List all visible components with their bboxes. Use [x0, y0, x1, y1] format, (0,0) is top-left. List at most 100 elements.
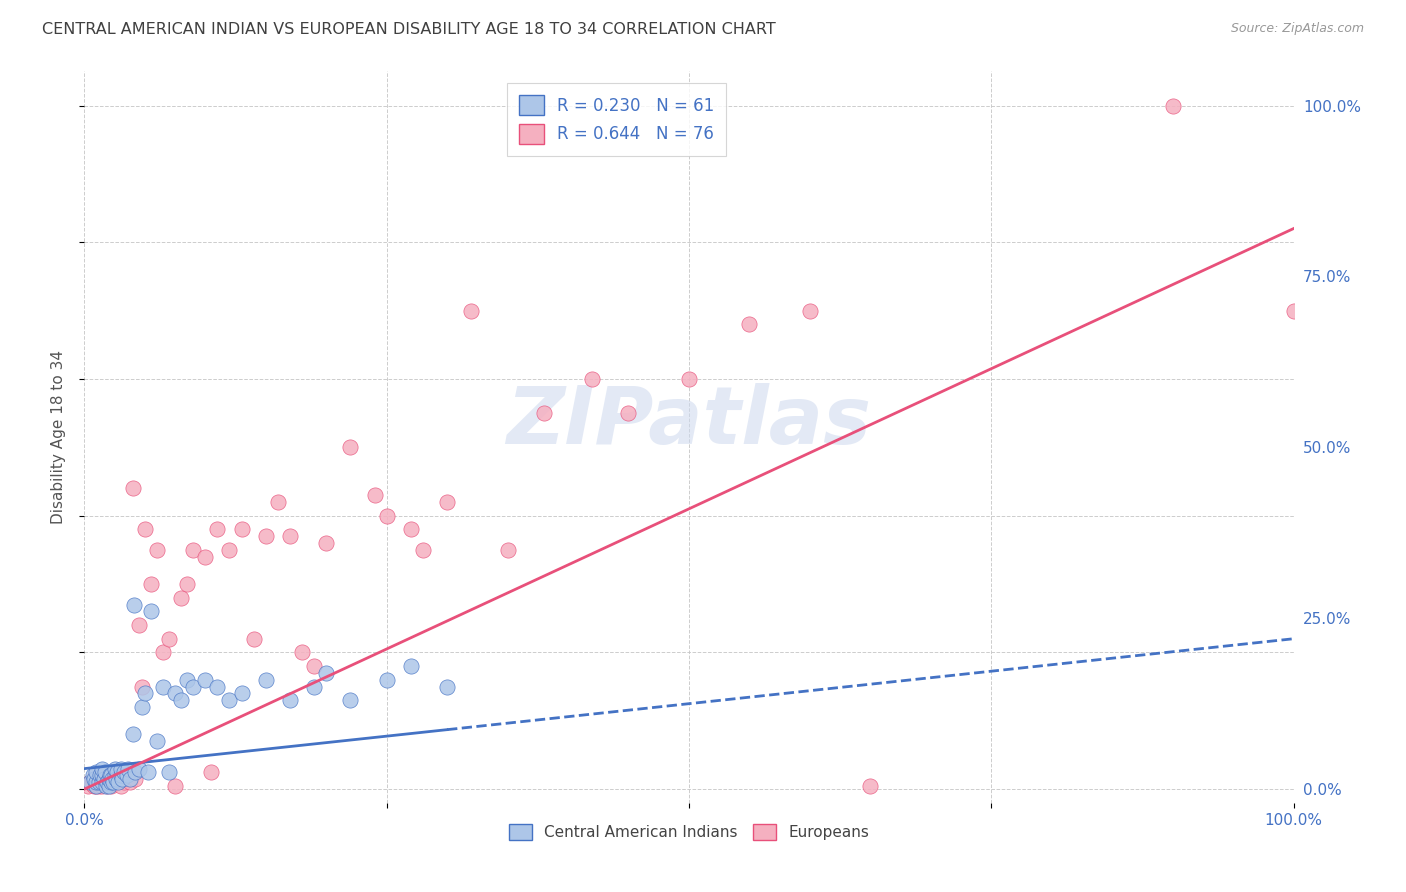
Point — [176, 673, 198, 687]
Point — [139, 577, 162, 591]
Point — [412, 542, 434, 557]
Point — [120, 772, 142, 786]
Point — [104, 775, 127, 789]
Point — [82, 772, 104, 786]
Point — [110, 779, 132, 793]
Point — [1161, 98, 1184, 112]
Point — [107, 775, 129, 789]
Point — [302, 680, 325, 694]
Point — [104, 768, 127, 782]
Point — [157, 765, 180, 780]
Point — [146, 734, 169, 748]
Point — [124, 765, 146, 780]
Point — [77, 779, 100, 793]
Point — [124, 772, 146, 786]
Point — [94, 765, 117, 780]
Point — [121, 727, 143, 741]
Point — [315, 665, 337, 680]
Point — [101, 775, 124, 789]
Point — [115, 768, 138, 782]
Point — [738, 318, 761, 332]
Point — [97, 779, 120, 793]
Point — [460, 303, 482, 318]
Point — [91, 762, 114, 776]
Point — [97, 768, 120, 782]
Point — [194, 673, 217, 687]
Point — [617, 406, 640, 420]
Point — [194, 549, 217, 564]
Point — [86, 779, 108, 793]
Point — [104, 772, 127, 786]
Point — [112, 775, 135, 789]
Point — [315, 536, 337, 550]
Point — [267, 495, 290, 509]
Point — [128, 618, 150, 632]
Point — [157, 632, 180, 646]
Point — [87, 775, 110, 789]
Point — [79, 775, 101, 789]
Point — [799, 303, 821, 318]
Point — [152, 645, 174, 659]
Legend: Central American Indians, Europeans: Central American Indians, Europeans — [503, 818, 875, 847]
Point — [533, 406, 555, 420]
Point — [231, 522, 253, 536]
Point — [94, 768, 117, 782]
Point — [181, 680, 204, 694]
Point — [176, 577, 198, 591]
Point — [859, 779, 882, 793]
Point — [291, 645, 314, 659]
Point — [496, 542, 519, 557]
Point — [170, 693, 193, 707]
Point — [375, 673, 398, 687]
Point — [128, 762, 150, 776]
Point — [375, 508, 398, 523]
Text: CENTRAL AMERICAN INDIAN VS EUROPEAN DISABILITY AGE 18 TO 34 CORRELATION CHART: CENTRAL AMERICAN INDIAN VS EUROPEAN DISA… — [42, 22, 776, 37]
Point — [89, 768, 111, 782]
Point — [278, 693, 301, 707]
Point — [94, 779, 117, 793]
Point — [231, 686, 253, 700]
Point — [79, 775, 101, 789]
Point — [82, 768, 104, 782]
Point — [399, 659, 422, 673]
Point — [1282, 303, 1305, 318]
Point — [165, 779, 187, 793]
Point — [100, 775, 122, 789]
Point — [436, 680, 458, 694]
Point — [90, 775, 112, 789]
Point — [278, 529, 301, 543]
Point — [111, 772, 134, 786]
Point — [207, 680, 229, 694]
Point — [91, 775, 114, 789]
Point — [97, 775, 120, 789]
Point — [152, 680, 174, 694]
Point — [103, 768, 125, 782]
Point — [581, 372, 603, 386]
Y-axis label: Disability Age 18 to 34: Disability Age 18 to 34 — [51, 350, 66, 524]
Point — [100, 779, 122, 793]
Point — [94, 775, 117, 789]
Point — [134, 686, 156, 700]
Point — [117, 762, 139, 776]
Point — [86, 768, 108, 782]
Point — [112, 765, 135, 780]
Point — [83, 779, 105, 793]
Point — [103, 775, 125, 789]
Text: ZIPatlas: ZIPatlas — [506, 384, 872, 461]
Point — [98, 772, 121, 786]
Point — [207, 522, 229, 536]
Point — [91, 779, 114, 793]
Point — [86, 772, 108, 786]
Point — [111, 768, 134, 782]
Point — [254, 673, 277, 687]
Point — [87, 779, 110, 793]
Point — [80, 777, 103, 791]
Point — [138, 765, 160, 780]
Point — [89, 772, 111, 786]
Point — [181, 542, 204, 557]
Point — [363, 488, 385, 502]
Point — [115, 768, 138, 782]
Point — [302, 659, 325, 673]
Point — [97, 772, 120, 786]
Point — [105, 765, 128, 780]
